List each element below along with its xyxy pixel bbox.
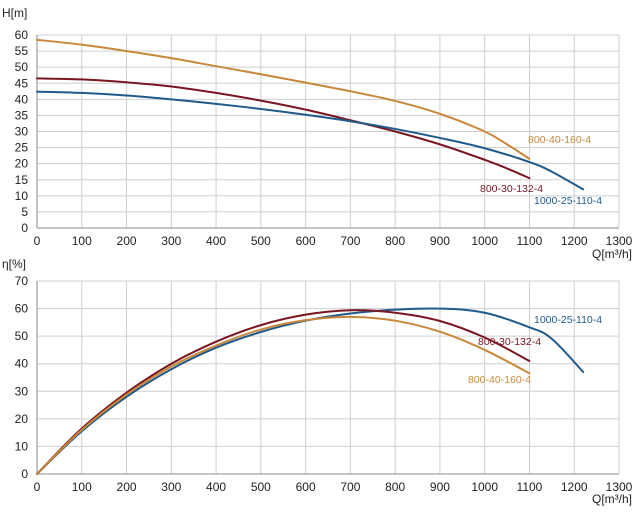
series-line-800-40-160-4 (36, 38, 531, 160)
series-line-800-40-160-4 (36, 315, 531, 475)
series-line-800-30-132-4 (36, 309, 531, 475)
series-label-800-30-132-4: 800-30-132-4 (480, 183, 543, 195)
y-tick-label: 40 (15, 92, 29, 106)
y-tick-labels: 0 5 10 15 20 25 30 35 40 45 50 55 60 (15, 28, 29, 235)
x-tick-label: 1100 (517, 234, 543, 248)
y-tick-label: 20 (15, 412, 29, 426)
series-label-800-40-160-4: 800-40-160-4 (468, 374, 531, 386)
grid-lines (37, 280, 620, 474)
y-tick-label: 10 (15, 439, 29, 453)
x-tick-label: 1000 (471, 480, 498, 494)
y-axis-title: H[m] (2, 6, 27, 20)
y-tick-label: 5 (21, 205, 28, 219)
x-tick-label: 1300 (606, 480, 633, 494)
x-tick-label: 700 (340, 234, 360, 248)
y-tick-label: 50 (15, 329, 29, 343)
x-tick-labels: 0 100 200 300 400 500 600 700 800 900 1000 1100 1200… (34, 234, 633, 248)
head-chart: 0 100 200 300 400 500 600 700 800 900 1000 1100 1200… (2, 6, 633, 261)
series-line-1000-25-110-4 (36, 307, 585, 475)
y-tick-labels: 0 10 20 30 40 50 60 70 (15, 274, 29, 481)
x-tick-label: 200 (117, 480, 137, 494)
y-axis-title: η[%] (2, 257, 26, 271)
y-tick-label: 60 (15, 28, 29, 42)
x-tick-label: 1000 (471, 234, 498, 248)
x-tick-label: 800 (385, 234, 405, 248)
series-label-800-40-160-4: 800-40-160-4 (528, 134, 591, 146)
x-tick-label: 400 (206, 480, 226, 494)
y-tick-label: 10 (15, 189, 29, 203)
y-tick-label: 70 (15, 274, 29, 288)
x-tick-label: 600 (296, 480, 316, 494)
y-tick-label: 50 (15, 60, 29, 74)
x-tick-label: 800 (385, 480, 405, 494)
x-tick-label: 100 (72, 234, 92, 248)
series-line-1000-25-110-4 (36, 90, 585, 191)
x-tick-label: 400 (206, 234, 226, 248)
x-axis-title: Q[m³/h] (592, 247, 632, 261)
y-tick-label: 0 (21, 221, 28, 235)
x-tick-labels: 0 100 200 300 400 500 600 700 800 900 1000 1100 1200… (34, 480, 633, 494)
x-tick-label: 1300 (606, 234, 633, 248)
x-tick-label: 500 (251, 480, 271, 494)
y-tick-label: 0 (21, 467, 28, 481)
x-tick-label: 1200 (561, 480, 588, 494)
y-tick-label: 15 (15, 173, 29, 187)
series-line-800-30-132-4 (36, 77, 531, 180)
x-tick-label: 300 (161, 234, 181, 248)
x-tick-label: 200 (117, 234, 137, 248)
x-tick-label: 1200 (561, 234, 588, 248)
x-tick-label: 0 (34, 480, 41, 494)
x-tick-label: 100 (72, 480, 92, 494)
y-tick-label: 30 (15, 125, 29, 139)
x-tick-label: 300 (161, 480, 181, 494)
x-tick-label: 900 (430, 234, 450, 248)
x-tick-label: 600 (296, 234, 316, 248)
series-label-800-30-132-4: 800-30-132-4 (478, 336, 541, 348)
y-tick-label: 35 (15, 108, 29, 122)
x-tick-label: 500 (251, 234, 271, 248)
grid-lines (37, 34, 620, 228)
y-tick-label: 25 (15, 141, 29, 155)
x-tick-label: 900 (430, 480, 450, 494)
efficiency-chart: 0 100 200 300 400 500 600 700 800 900 1000 1100 1200… (2, 257, 633, 506)
y-tick-label: 30 (15, 384, 29, 398)
x-tick-label: 700 (340, 480, 360, 494)
x-axis-title: Q[m³/h] (592, 492, 632, 506)
y-tick-label: 20 (15, 157, 29, 171)
y-tick-label: 40 (15, 357, 29, 371)
x-tick-label: 0 (34, 234, 41, 248)
y-tick-label: 60 (15, 302, 29, 316)
series-label-1000-25-110-4: 1000-25-110-4 (534, 195, 602, 207)
y-tick-label: 55 (15, 44, 29, 58)
series-label-1000-25-110-4: 1000-25-110-4 (534, 314, 602, 326)
x-tick-label: 1100 (517, 480, 543, 494)
y-tick-label: 45 (15, 76, 29, 90)
